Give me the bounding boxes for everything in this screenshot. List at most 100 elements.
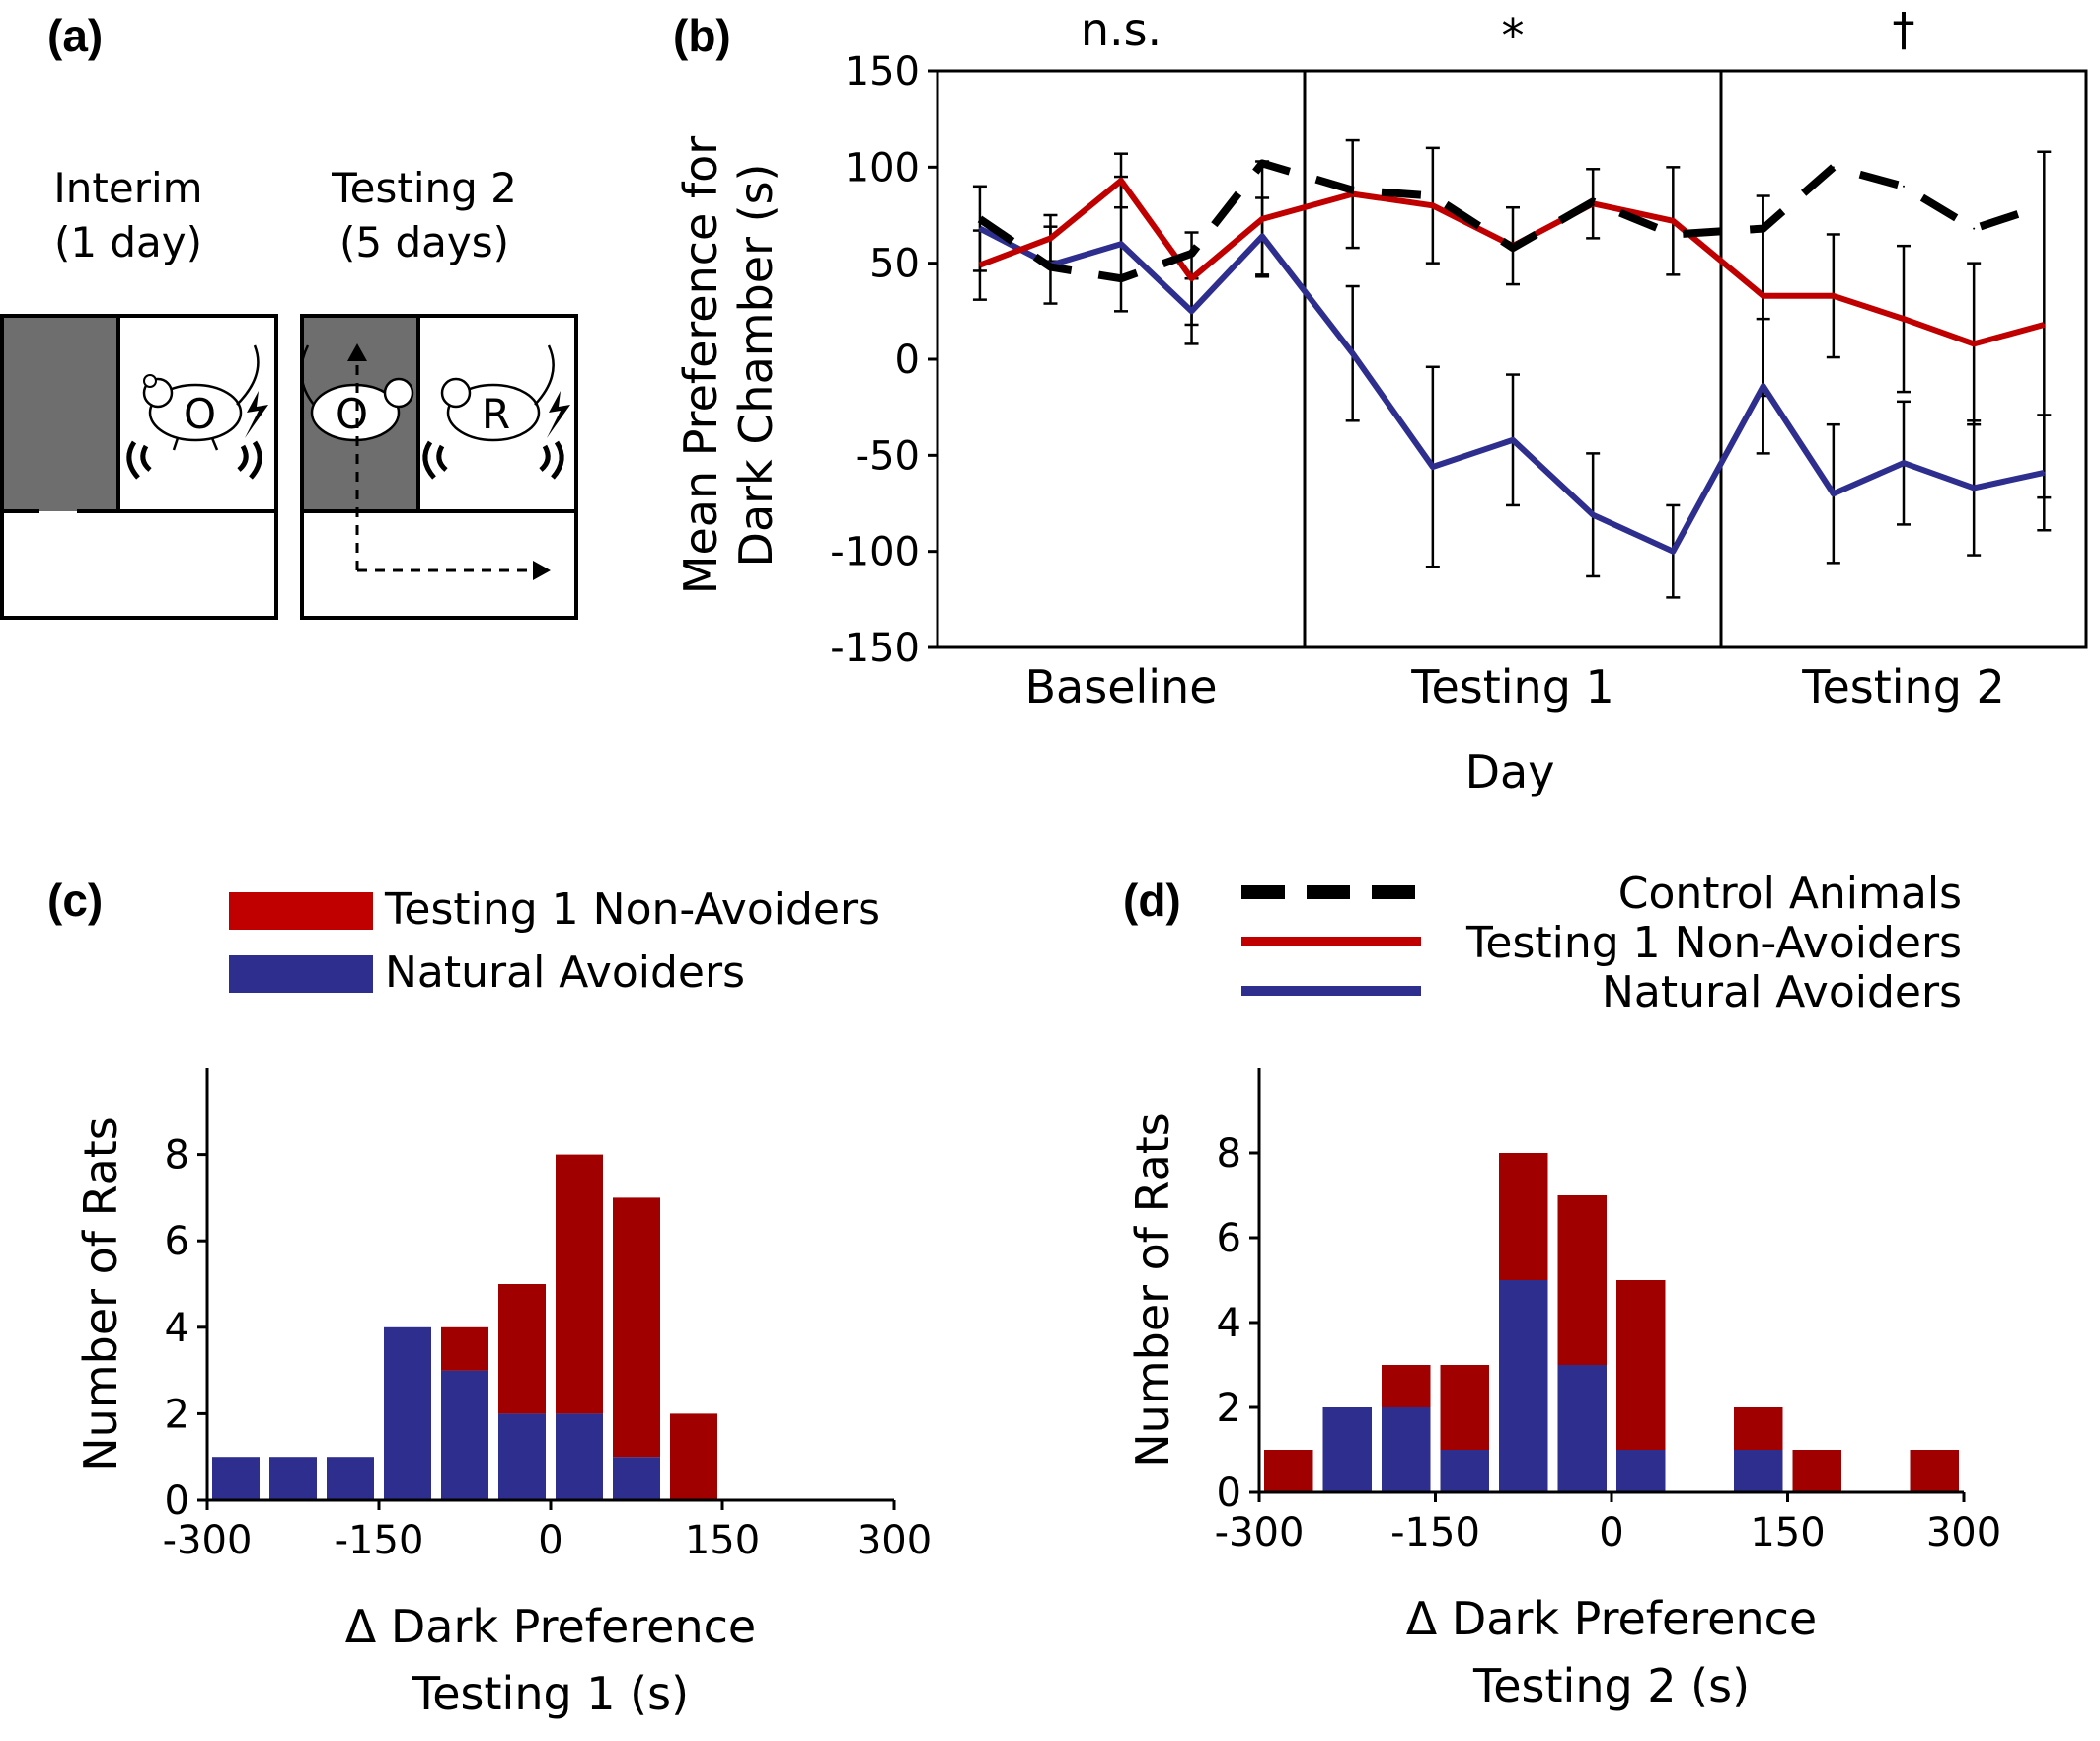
y-tick-label: 4 xyxy=(1217,1301,1241,1346)
y-axis-title: Number of Rats xyxy=(1126,1112,1179,1468)
group-label: Testing 2 xyxy=(1801,660,2005,714)
rat-icon: R xyxy=(440,344,555,442)
y-tick-label: 2 xyxy=(1217,1386,1241,1431)
data-point xyxy=(978,227,981,230)
bar-natural-avoiders xyxy=(556,1413,603,1500)
dark-chamber xyxy=(2,316,118,511)
x-tick-label: 150 xyxy=(685,1518,760,1563)
data-point xyxy=(1832,294,1835,297)
bar-natural-avoiders xyxy=(1557,1365,1607,1492)
x-axis-title-line: Testing 1 (s) xyxy=(412,1667,689,1720)
y-axis-title-text: Number of Rats xyxy=(1126,1112,1179,1468)
data-point xyxy=(1351,352,1354,355)
panel-a-schematic: Interim (1 day) Testing 2 (5 days) O xyxy=(0,164,578,620)
legend-label: Control Animals xyxy=(1618,869,1962,919)
bar-natural-avoiders xyxy=(212,1457,260,1500)
bar-natural-avoiders xyxy=(498,1413,546,1500)
arrow-right-icon xyxy=(533,561,551,580)
bar-natural-avoiders xyxy=(1440,1450,1489,1492)
y-tick-label: 4 xyxy=(165,1306,189,1351)
data-point xyxy=(2043,323,2046,326)
rat-marker-o: O xyxy=(184,390,216,438)
bar-testing-1-non-avoiders xyxy=(498,1284,546,1414)
x-tick-label: 0 xyxy=(538,1518,562,1563)
data-point xyxy=(1261,162,1264,165)
data-point xyxy=(1592,513,1595,516)
y-tick-label: -50 xyxy=(856,433,920,479)
data-point xyxy=(1762,294,1764,297)
sound-wave-icon xyxy=(237,444,249,472)
y-axis-title-line: Mean Preference for xyxy=(674,136,727,594)
data-point xyxy=(1832,492,1835,495)
bar-testing-1-non-avoiders xyxy=(441,1326,488,1371)
bar-natural-avoiders xyxy=(613,1457,660,1500)
rat-icon: O xyxy=(300,344,414,442)
line-chart-b: 150 100 50 0 -50 -100 -150 Baseline n.s. Testing … xyxy=(674,3,2088,798)
bar-testing-1-non-avoiders xyxy=(1792,1450,1841,1492)
data-point xyxy=(1672,233,1675,236)
y-tick-label: 8 xyxy=(1217,1131,1241,1176)
arrow-up-icon xyxy=(347,343,367,361)
phase-title-interim: Interim xyxy=(53,164,202,212)
y-tick-label: 0 xyxy=(895,338,920,383)
data-point xyxy=(1190,252,1193,255)
apparatus-testing2: O R xyxy=(300,314,578,620)
legend-swatch xyxy=(229,955,373,993)
x-axis-title-line: Testing 2 (s) xyxy=(1472,1659,1750,1712)
x-tick-label: -150 xyxy=(335,1518,424,1563)
bar-natural-avoiders xyxy=(1616,1450,1666,1492)
bar-testing-1-non-avoiders xyxy=(1910,1450,1959,1492)
x-axis-title-line: Δ Dark Preference xyxy=(1406,1592,1817,1645)
data-point xyxy=(1120,277,1122,280)
bar-testing-1-non-avoiders xyxy=(1440,1365,1489,1450)
legend-label: Natural Avoiders xyxy=(385,947,745,998)
data-point xyxy=(1190,277,1193,280)
apparatus-outline xyxy=(300,314,578,620)
data-point xyxy=(1762,385,1764,388)
data-point xyxy=(1049,237,1052,240)
significance-marker: † xyxy=(1893,3,1915,56)
group-label: Testing 1 xyxy=(1410,660,1614,714)
plot-frame xyxy=(936,69,2088,649)
data-point xyxy=(1431,204,1434,207)
data-point xyxy=(1832,166,1835,169)
data-point xyxy=(1512,247,1514,250)
significance-marker: n.s. xyxy=(1081,3,1162,56)
panel-label-a: (a) xyxy=(47,10,103,61)
apparatus-outline xyxy=(0,314,278,620)
y-tick-label: 6 xyxy=(1217,1216,1241,1261)
bar-testing-1-non-avoiders xyxy=(1616,1280,1666,1450)
rat-marker-r: R xyxy=(482,390,510,438)
bar-natural-avoiders xyxy=(327,1457,374,1500)
y-axis-title-text: Number of Rats xyxy=(74,1116,127,1472)
y-tick-label: 6 xyxy=(165,1219,189,1264)
x-tick-label: -300 xyxy=(1215,1510,1305,1555)
y-tick-label: 150 xyxy=(845,49,920,95)
legend-label: Testing 1 Non-Avoiders xyxy=(384,884,880,935)
bar-testing-1-non-avoiders xyxy=(1557,1195,1607,1365)
y-tick-label: 50 xyxy=(869,242,920,287)
bar-testing-1-non-avoiders xyxy=(556,1154,603,1414)
data-point xyxy=(1672,219,1675,222)
legend-swatch xyxy=(229,892,373,930)
bar-testing-1-non-avoiders xyxy=(1382,1365,1431,1407)
bar-natural-avoiders xyxy=(269,1457,317,1500)
bar-natural-avoiders xyxy=(1499,1280,1548,1492)
phase-subtitle-interim: (1 day) xyxy=(54,218,202,266)
x-tick-label: -300 xyxy=(163,1518,253,1563)
x-tick-label: 0 xyxy=(1599,1510,1623,1555)
data-point xyxy=(1049,265,1052,268)
sound-wave-icon xyxy=(436,444,448,472)
rat-marker-o: O xyxy=(336,390,368,438)
data-point xyxy=(1120,179,1122,182)
bar-testing-1-non-avoiders xyxy=(1499,1153,1548,1280)
histogram-d: 0 2 4 6 8 -300 -150 0 150 300 Δ Dark Preference Tes… xyxy=(1126,1068,2001,1712)
legend-label: Natural Avoiders xyxy=(1602,967,1962,1018)
data-point xyxy=(1351,189,1354,191)
data-point xyxy=(1973,342,1976,345)
data-point xyxy=(1431,466,1434,469)
y-tick-label: 8 xyxy=(165,1133,189,1178)
bar-testing-1-non-avoiders xyxy=(1734,1407,1783,1450)
data-point xyxy=(978,264,981,266)
